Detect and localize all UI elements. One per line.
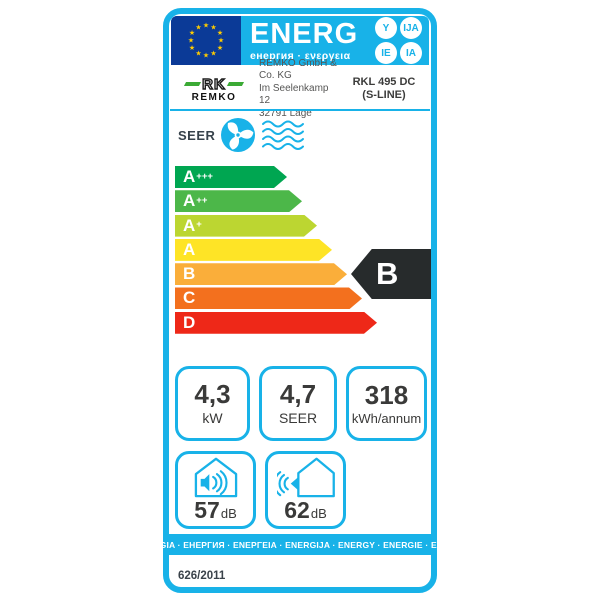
capacity-box: 4,3 kW [175,366,250,441]
eu-energy-label: ★ ★ ★ ★ ★ ★ ★ ★ ★ ★ ★ ★ ENERG енергия · ενεργεια… [135,8,465,593]
svg-text:★: ★ [195,49,201,57]
logo-green-bar [184,82,202,86]
svg-text:★: ★ [217,29,223,37]
svg-text:★: ★ [203,21,209,29]
energy-class-arrow: A ++ [175,190,302,212]
language-circle: IE [375,42,397,64]
seer-value: 4,7 [279,379,317,409]
energy-class-arrow: D [175,312,377,334]
seer-label: SEER [178,127,216,143]
regulation-number: 626/2011 [178,570,226,582]
energ-subtitle: енергия · ενεργεια [250,49,351,62]
efficiency-scale: A +++ A ++ A + A B C D B [175,166,431,338]
language-circles: Y IJA IE IA [375,17,422,64]
svg-text:★: ★ [188,36,194,44]
seer-box: 4,7 SEER [259,366,337,441]
supplier-city: 32791 Lage [259,107,312,119]
outdoor-noise-icon [276,457,335,498]
header-banner: ENERG енергия · ενεργεια Y IJA IE IA [241,16,429,65]
svg-text:★: ★ [189,44,195,52]
indoor-noise-unit: dB [220,506,237,521]
class-letter: B [183,264,196,284]
svg-text:★: ★ [189,29,195,37]
class-letter: D [183,312,196,332]
consumption-box: 318 kWh/annum [346,366,427,441]
capacity-unit: kW [202,410,223,426]
class-letter: A [183,215,196,235]
rating-letter: B [376,256,399,291]
energy-class-arrow: C [175,287,362,309]
language-circle: Y [375,17,397,39]
svg-text:★: ★ [217,44,223,52]
logo-green-bar [226,82,244,86]
model-identifier: RKL 495 DC (S-LINE) [352,76,416,101]
label-header: ★ ★ ★ ★ ★ ★ ★ ★ ★ ★ ★ ★ ENERG енергия · ενεργεια… [171,16,429,65]
rating-indicator-arrow: B [351,249,431,299]
logo-monogram: RK [201,75,226,93]
class-letter: A [183,167,196,186]
language-circle: IJA [400,17,422,39]
consumption-unit: kWh/annum [351,410,422,426]
seer-row: SEER [178,115,307,155]
indoor-noise-icon [194,457,237,498]
indoor-noise-box: 57 dB [175,451,256,529]
languages-strip: ENERGIA · ЕНЕРГИЯ · ΕΝΕΡΓΕΙΑ · ENERGIJA … [135,534,465,555]
header-divider [170,109,430,111]
outdoor-noise-value: 62 [284,497,310,523]
svg-text:★: ★ [218,36,224,44]
remko-logo: RK REMKO [173,75,255,103]
svg-text:★: ★ [210,23,216,31]
energy-class-arrow: A [175,239,332,261]
seer-unit: SEER [278,410,318,426]
fan-icon [221,118,256,152]
metric-boxes: 4,3 kW 4,7 SEER 318 kWh/annum [175,366,427,441]
outdoor-noise-box: 62 dB [265,451,346,529]
class-plus: ++ [196,194,208,206]
language-circle: IA [400,42,422,64]
class-plus: +++ [196,170,213,182]
indoor-noise-value: 57 [194,497,220,523]
supplier-address: REMKO GmbH & Co. KG Im Seelenkamp 12 327… [255,58,341,121]
class-letter: A [183,239,196,259]
consumption-value: 318 [364,379,409,410]
header-text: ENERG енергия · ενεργεια [250,17,375,62]
noise-boxes: 57 dB 62 dB [175,451,346,529]
energy-class-arrow: A + [175,215,317,237]
brand-name: REMKO [191,91,237,103]
class-letter: A [183,191,196,211]
svg-text:★: ★ [195,23,201,31]
cold-air-waves-icon [262,120,305,150]
outdoor-noise-unit: dB [310,506,327,521]
energ-title: ENERG [250,17,359,50]
eu-flag-icon: ★ ★★ ★★★ ★★★ ★★★ [171,16,241,65]
class-letter: C [183,288,196,308]
supplier-street: Im Seelenkamp 12 [259,82,329,107]
supplier-name: REMKO GmbH & Co. KG [259,57,337,82]
energy-class-arrow: A +++ [175,166,287,188]
class-plus: + [196,219,202,231]
svg-text:★: ★ [203,51,209,59]
svg-text:★: ★ [210,49,216,57]
capacity-value: 4,3 [194,379,231,409]
energy-class-arrow: B [175,263,347,285]
supplier-row: RK REMKO REMKO GmbH & Co. KG Im Seelenka… [173,58,427,119]
